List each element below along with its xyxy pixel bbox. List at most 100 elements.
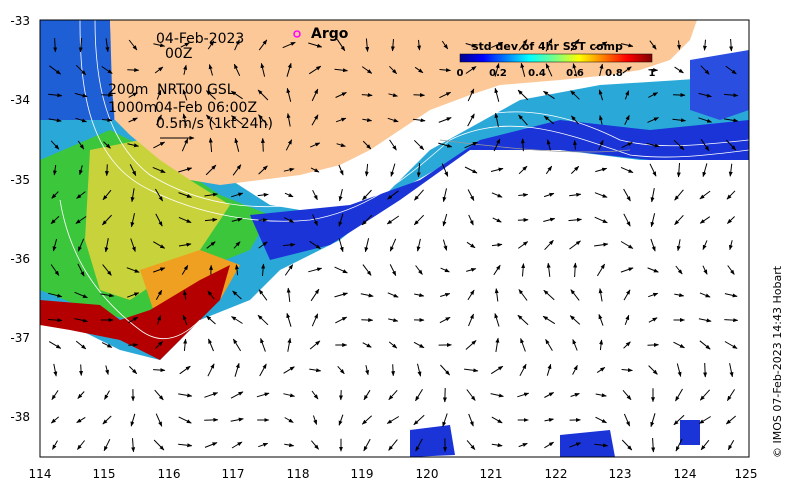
current-vector-arrow [50, 416, 60, 424]
current-vector-arrow [259, 363, 267, 377]
current-vector-arrow [311, 440, 319, 450]
current-vector-arrow [623, 289, 631, 301]
current-vector-arrow [75, 117, 87, 123]
current-vector-arrow [311, 313, 319, 327]
current-vector-arrow [309, 240, 321, 250]
colorbar-tick-0: 0 [457, 68, 464, 79]
current-vector-arrow [77, 440, 85, 450]
current-vector-arrow [204, 217, 218, 222]
current-vector-arrow [232, 290, 242, 300]
colorbar-tick-0.8: 0.8 [605, 68, 623, 79]
current-vector-arrow [127, 292, 140, 298]
current-vector-arrow [598, 139, 604, 150]
current-vector-arrow [543, 90, 555, 100]
current-vector-arrow [494, 112, 499, 127]
current-vector-arrow [520, 62, 526, 77]
current-vector-arrow [413, 214, 425, 226]
current-vector-arrow [206, 90, 216, 100]
current-vector-arrow [47, 318, 63, 323]
lon-tick-122: 122 [545, 467, 568, 481]
current-vector-arrow [596, 263, 606, 277]
current-vector-arrow [440, 292, 451, 297]
current-vector-arrow [207, 290, 215, 300]
current-vector-arrow [365, 38, 370, 52]
current-vector-arrow [48, 292, 63, 298]
current-vector-arrow [622, 389, 632, 401]
current-vector-arrow [154, 389, 164, 401]
lon-tick-117: 117 [222, 467, 245, 481]
current-vector-arrow [208, 338, 214, 352]
current-vector-arrow [495, 337, 500, 352]
current-vector-arrow [178, 192, 192, 198]
current-vector-arrow [594, 242, 609, 247]
current-vector-arrow [258, 39, 268, 51]
current-vector-arrow [155, 413, 163, 427]
credit-text: © IMOS 07-Feb-2023 14:43 Hobart [771, 265, 784, 458]
current-vector-arrow [724, 341, 738, 349]
current-vector-arrow [491, 443, 503, 448]
current-vector-arrow [388, 318, 399, 323]
current-vector-arrow [599, 339, 604, 351]
lon-tick-labels: 114 115 116 117 118 119 120 121 122 123 … [29, 467, 758, 481]
current-vector-arrow [308, 42, 323, 48]
current-vector-arrow [572, 364, 578, 375]
current-vector-arrow [180, 42, 190, 48]
colorbar-tick-0.2: 0.2 [489, 68, 507, 79]
current-vector-arrow [727, 439, 735, 451]
current-vector-arrow [337, 365, 345, 375]
current-vector-arrow [261, 263, 266, 277]
current-vector-arrow [465, 43, 477, 48]
current-vector-arrow [386, 215, 400, 225]
current-vector-arrow [624, 90, 630, 100]
current-vector-arrow [365, 365, 370, 376]
current-vector-arrow [595, 167, 608, 173]
current-vector-arrow [700, 138, 710, 152]
current-vector-arrow [77, 391, 85, 399]
current-vector-arrow [181, 264, 189, 275]
lon-tick-118: 118 [287, 467, 310, 481]
current-vector-arrow [312, 214, 318, 227]
current-vector-arrow [518, 114, 528, 126]
current-vector-arrow [728, 240, 733, 251]
current-vector-arrow [490, 393, 504, 398]
current-vector-arrow [128, 117, 138, 123]
current-vector-arrow [153, 141, 166, 149]
current-vector-arrow [702, 240, 708, 251]
current-vector-arrow [206, 241, 216, 249]
current-vector-arrow [413, 139, 425, 151]
current-vector-arrow [702, 265, 708, 275]
current-vector-arrow [623, 341, 631, 349]
current-vector-arrow [727, 216, 735, 224]
current-vector-arrow [518, 39, 528, 51]
current-vector-arrow [232, 164, 242, 176]
current-vector-arrow [338, 414, 344, 426]
current-vector-arrow [440, 364, 450, 376]
current-vector-arrow [283, 393, 296, 398]
lat-tick-33: -33 [10, 14, 30, 28]
current-vector-arrow [649, 40, 657, 50]
colorbar-tick-0.4: 0.4 [528, 68, 546, 79]
current-vector-arrow [284, 443, 295, 448]
current-vector-arrow [415, 265, 423, 275]
current-vector-arrow [517, 314, 529, 326]
current-vector-arrow [48, 118, 62, 123]
current-vector-arrow [650, 188, 655, 203]
current-vector-arrow [518, 165, 528, 175]
lat-tick-37: -37 [10, 331, 30, 345]
current-vector-arrow [256, 392, 270, 398]
current-vector-arrow [153, 368, 166, 373]
current-vector-arrow [75, 216, 87, 224]
current-vector-arrow [234, 264, 239, 276]
current-vector-arrow [466, 389, 476, 401]
map-annotations: 04-Feb-2023 00Z 200m NRT00 GSL 1000m 04-… [108, 26, 349, 140]
current-vector-arrow [102, 118, 113, 123]
current-vector-arrow [178, 167, 193, 173]
current-vector-arrow [521, 263, 526, 277]
current-vector-arrow [543, 115, 555, 125]
current-vector-arrow [520, 138, 525, 152]
current-vector-arrow [413, 414, 425, 426]
current-vector-arrow [361, 93, 373, 98]
current-vector-arrow [621, 368, 633, 373]
current-vector-arrow [389, 264, 397, 277]
current-vector-arrow [414, 66, 424, 74]
